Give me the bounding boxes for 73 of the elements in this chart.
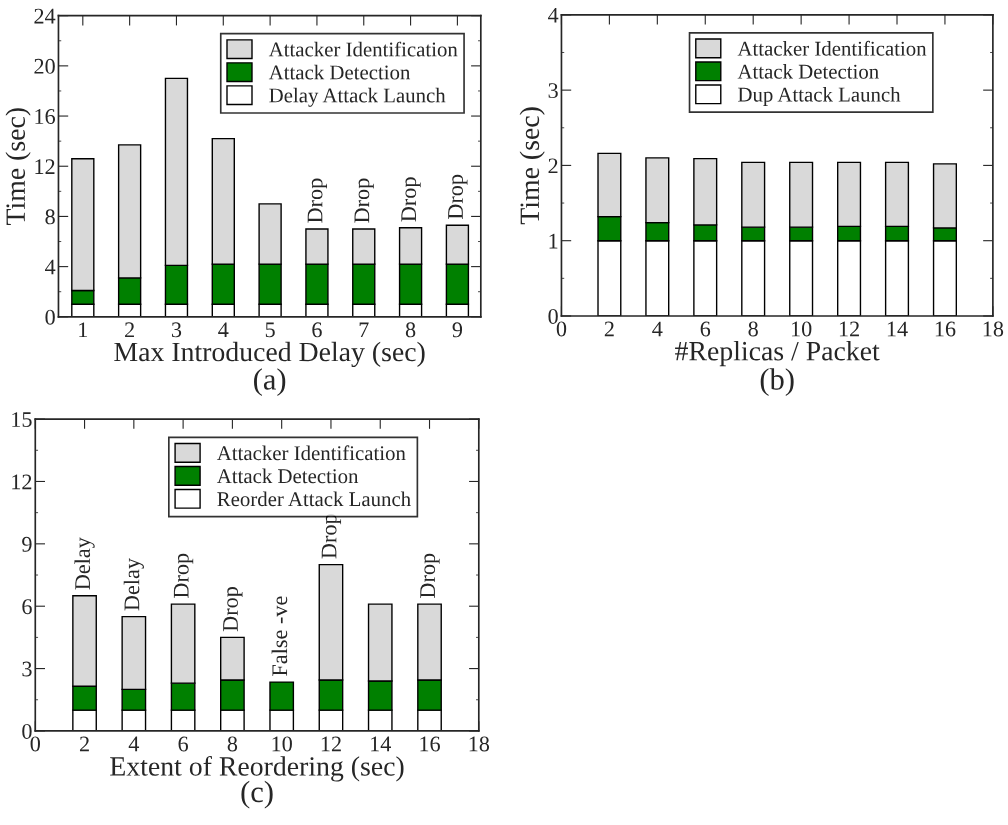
legend-label: Attack Detection xyxy=(737,64,879,79)
y-tick-label: 24 xyxy=(34,8,56,24)
x-tick-label: 12 xyxy=(839,321,859,337)
legend-label: Attack Detection xyxy=(216,468,359,484)
legend-label: Attacker Identification xyxy=(268,41,458,57)
x-axis-title: Max Introduced Delay (sec) xyxy=(114,341,425,368)
x-tick-label: 4 xyxy=(128,736,140,752)
text: (a) xyxy=(254,368,286,396)
annotation: Delay xyxy=(74,537,95,590)
x-tick-label: 10 xyxy=(272,736,292,752)
x-tick-label: 2 xyxy=(604,321,614,337)
text: (c) xyxy=(241,780,273,809)
x-tick-label: 4 xyxy=(218,322,229,338)
text: (b) xyxy=(760,368,794,396)
annotation: Drop xyxy=(173,553,194,598)
y-tick-label: 0 xyxy=(548,308,558,324)
x-tick-label: 12 xyxy=(321,736,341,752)
x-tick-label: 10 xyxy=(791,321,812,337)
legend-label: Attacker Identification xyxy=(216,445,406,461)
x-axis-title: Extent of Reordering (sec) xyxy=(110,755,404,782)
x-tick-label: 2 xyxy=(125,322,134,338)
x-tick-label: 18 xyxy=(469,736,490,752)
y-tick-label: 12 xyxy=(12,474,32,490)
y-tick-label: 4 xyxy=(45,259,56,275)
x-tick-label: 6 xyxy=(700,321,711,337)
x-tick-label: 1 xyxy=(79,322,88,338)
annotation: False -ve xyxy=(271,596,288,676)
y-tick-label: 16 xyxy=(35,109,56,124)
x-tick-label: 8 xyxy=(405,322,416,338)
x-tick-label: 2 xyxy=(79,736,89,752)
x-tick-label: 14 xyxy=(887,321,908,337)
legend-label: Dup Attack Launch xyxy=(738,87,901,106)
x-tick-label: 6 xyxy=(312,322,322,338)
y-tick-label: 1 xyxy=(549,233,558,249)
y-tick-label: 20 xyxy=(34,58,55,74)
annotation: Drop xyxy=(223,587,243,632)
annotation: Delay xyxy=(123,558,144,611)
legend-label: Reorder Attack Launch xyxy=(217,491,411,507)
y-tick-label: 0 xyxy=(22,723,32,739)
x-tick-label: 14 xyxy=(371,736,391,752)
x-tick-label: 6 xyxy=(178,736,189,752)
x-tick-label: 5 xyxy=(265,322,275,338)
y-tick-label: 3 xyxy=(548,83,558,99)
x-tick-label: 8 xyxy=(748,321,758,337)
y-tick-label: 0 xyxy=(45,309,55,325)
y-tick-label: 15 xyxy=(12,412,32,428)
x-tick-label: 4 xyxy=(652,321,663,337)
y-tick-label: 9 xyxy=(22,536,32,552)
x-tick-label: 16 xyxy=(420,736,440,752)
annotation: Drop xyxy=(321,514,342,559)
x-tick-label: 16 xyxy=(935,321,956,337)
y-axis-title: Time (sec) xyxy=(5,108,31,226)
x-tick-label: 8 xyxy=(227,736,238,752)
legend-label: Delay Attack Launch xyxy=(269,87,446,107)
x-tick-label: 9 xyxy=(452,322,463,338)
x-tick-label: 18 xyxy=(983,321,1004,337)
annotation: Drop xyxy=(420,553,440,598)
y-tick-label: 3 xyxy=(22,661,32,677)
y-tick-label: 2 xyxy=(548,158,558,174)
annotation: Drop xyxy=(448,174,468,220)
annotation: Drop xyxy=(307,178,328,223)
x-axis-title: #Replicas / Packet xyxy=(675,340,880,367)
y-tick-label: 12 xyxy=(35,159,55,174)
legend-label: Attacker Identification xyxy=(737,40,927,56)
y-tick-label: 8 xyxy=(45,209,55,225)
y-tick-label: 4 xyxy=(548,7,559,23)
y-tick-label: 6 xyxy=(22,599,32,615)
annotation: Drop xyxy=(354,178,374,223)
x-tick-label: 3 xyxy=(171,322,182,338)
x-tick-label: 7 xyxy=(359,322,369,338)
y-axis-title: Time (sec) xyxy=(519,107,545,225)
legend-label: Attack Detection xyxy=(268,64,411,80)
annotation: Drop xyxy=(401,177,421,222)
